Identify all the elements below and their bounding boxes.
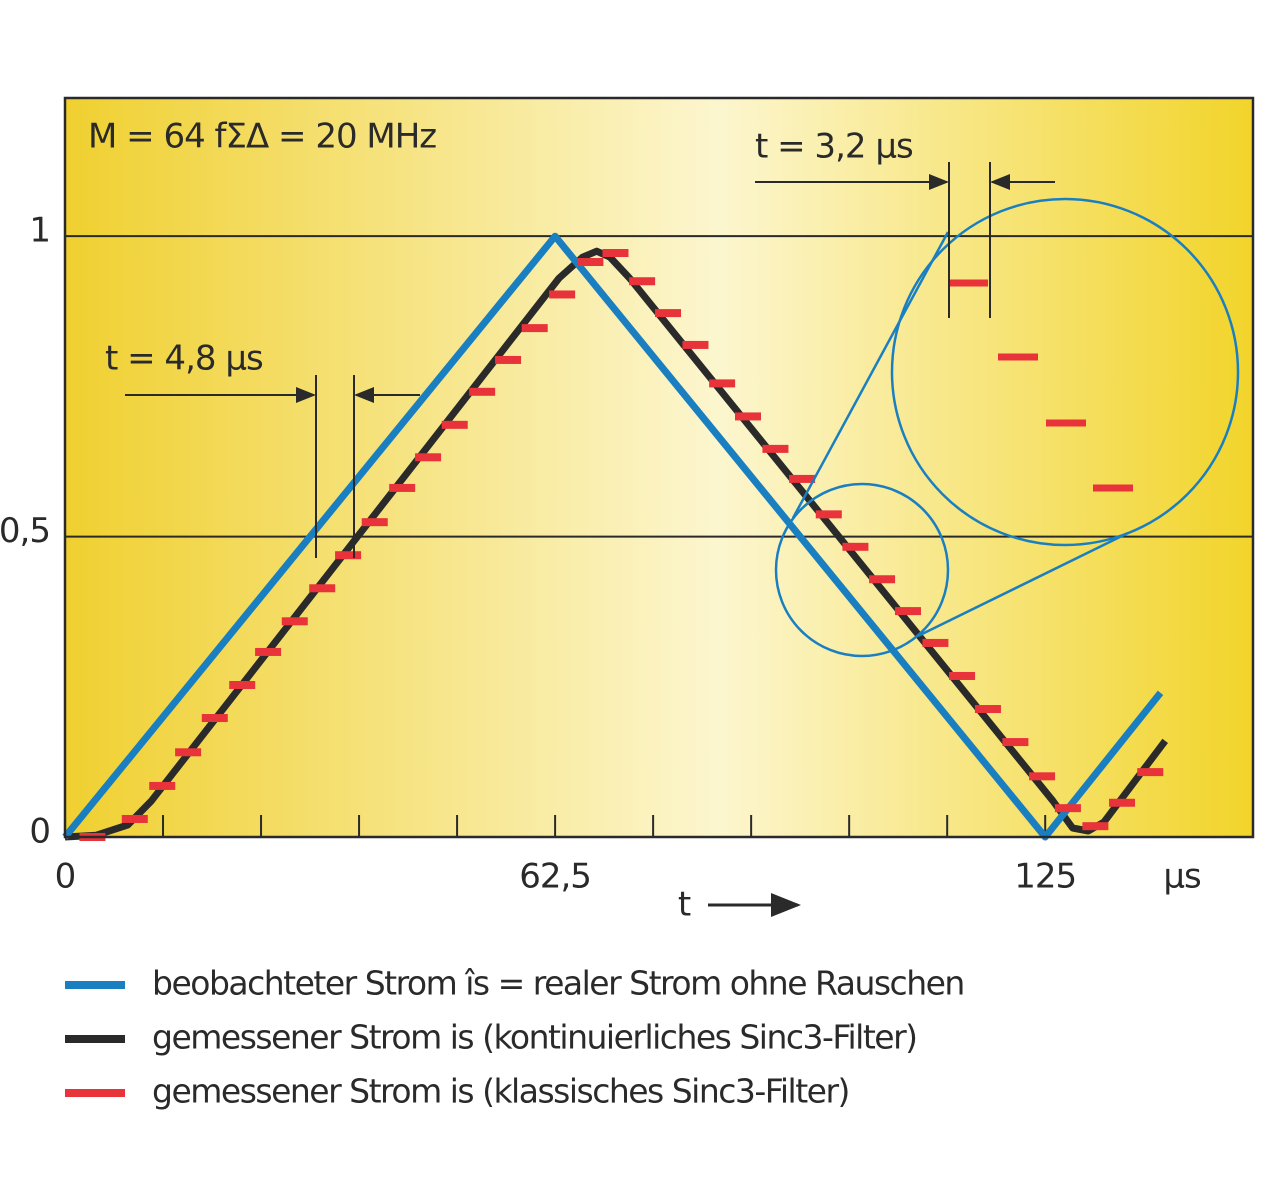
dash — [602, 249, 629, 258]
dash — [201, 714, 228, 723]
annotation: t = 3,2 µs — [755, 127, 913, 167]
y-tick-label: 0,5 — [0, 511, 50, 551]
zoom-small — [774, 482, 950, 658]
dash — [974, 705, 1001, 714]
y-tick-label: 0 — [29, 812, 50, 852]
x-tick-label: 125 — [1014, 857, 1076, 897]
dash — [121, 814, 148, 823]
dash — [149, 781, 176, 790]
dash — [789, 474, 816, 483]
dash — [682, 340, 709, 349]
dash — [469, 387, 496, 396]
dash — [521, 324, 548, 333]
legend-label: gemessener Strom is (klassisches Sinc3-F… — [152, 1072, 849, 1111]
legend: beobachteter Strom îs = realer Strom ohn… — [65, 964, 965, 1111]
dash — [655, 309, 682, 318]
dash — [762, 444, 789, 453]
dash — [815, 510, 842, 519]
dash — [922, 638, 949, 647]
dash — [1137, 768, 1164, 777]
zoom-link — [917, 531, 1129, 638]
dash — [229, 680, 256, 689]
zoom-link — [791, 231, 950, 519]
dash — [869, 575, 896, 584]
dash — [361, 518, 388, 527]
dash — [255, 647, 282, 656]
marks — [62, 232, 1168, 841]
zoom-big — [890, 197, 1240, 547]
dash — [629, 277, 656, 286]
dash — [1109, 798, 1136, 807]
legend-label: gemessener Strom is (kontinuierliches Si… — [152, 1018, 917, 1057]
annotation: t = 4,8 µs — [105, 339, 263, 379]
x-axis-label: t — [678, 885, 691, 925]
dash — [577, 258, 604, 267]
dash — [1054, 804, 1081, 813]
dash — [175, 748, 202, 757]
dash — [389, 483, 416, 492]
dash — [415, 453, 442, 462]
dimensions — [125, 162, 1055, 917]
dash — [495, 355, 522, 364]
dash — [949, 671, 976, 680]
dash — [1002, 738, 1029, 747]
dash — [335, 551, 362, 560]
dash — [309, 584, 336, 593]
dash — [842, 542, 869, 551]
dash — [549, 290, 576, 299]
plot-border — [63, 96, 1255, 839]
dash — [281, 617, 308, 626]
series-line — [62, 232, 1164, 841]
x-tick-label: 62,5 — [519, 857, 591, 897]
plot-area — [65, 98, 1253, 837]
dash — [735, 412, 762, 421]
legend-label: beobachteter Strom îs = realer Strom ohn… — [152, 964, 964, 1003]
dash — [1082, 822, 1109, 831]
dash — [441, 420, 468, 429]
zoom-dashes — [950, 279, 1133, 492]
dash — [1029, 772, 1056, 781]
dash — [709, 379, 736, 388]
zoom — [774, 197, 1240, 658]
x-tick-label: 0 — [55, 857, 76, 897]
annotation: M = 64 fΣΔ = 20 MHz — [88, 117, 436, 157]
y-tick-label: 1 — [29, 211, 50, 251]
dash — [894, 607, 921, 616]
x-axis-unit: µs — [1163, 857, 1201, 897]
